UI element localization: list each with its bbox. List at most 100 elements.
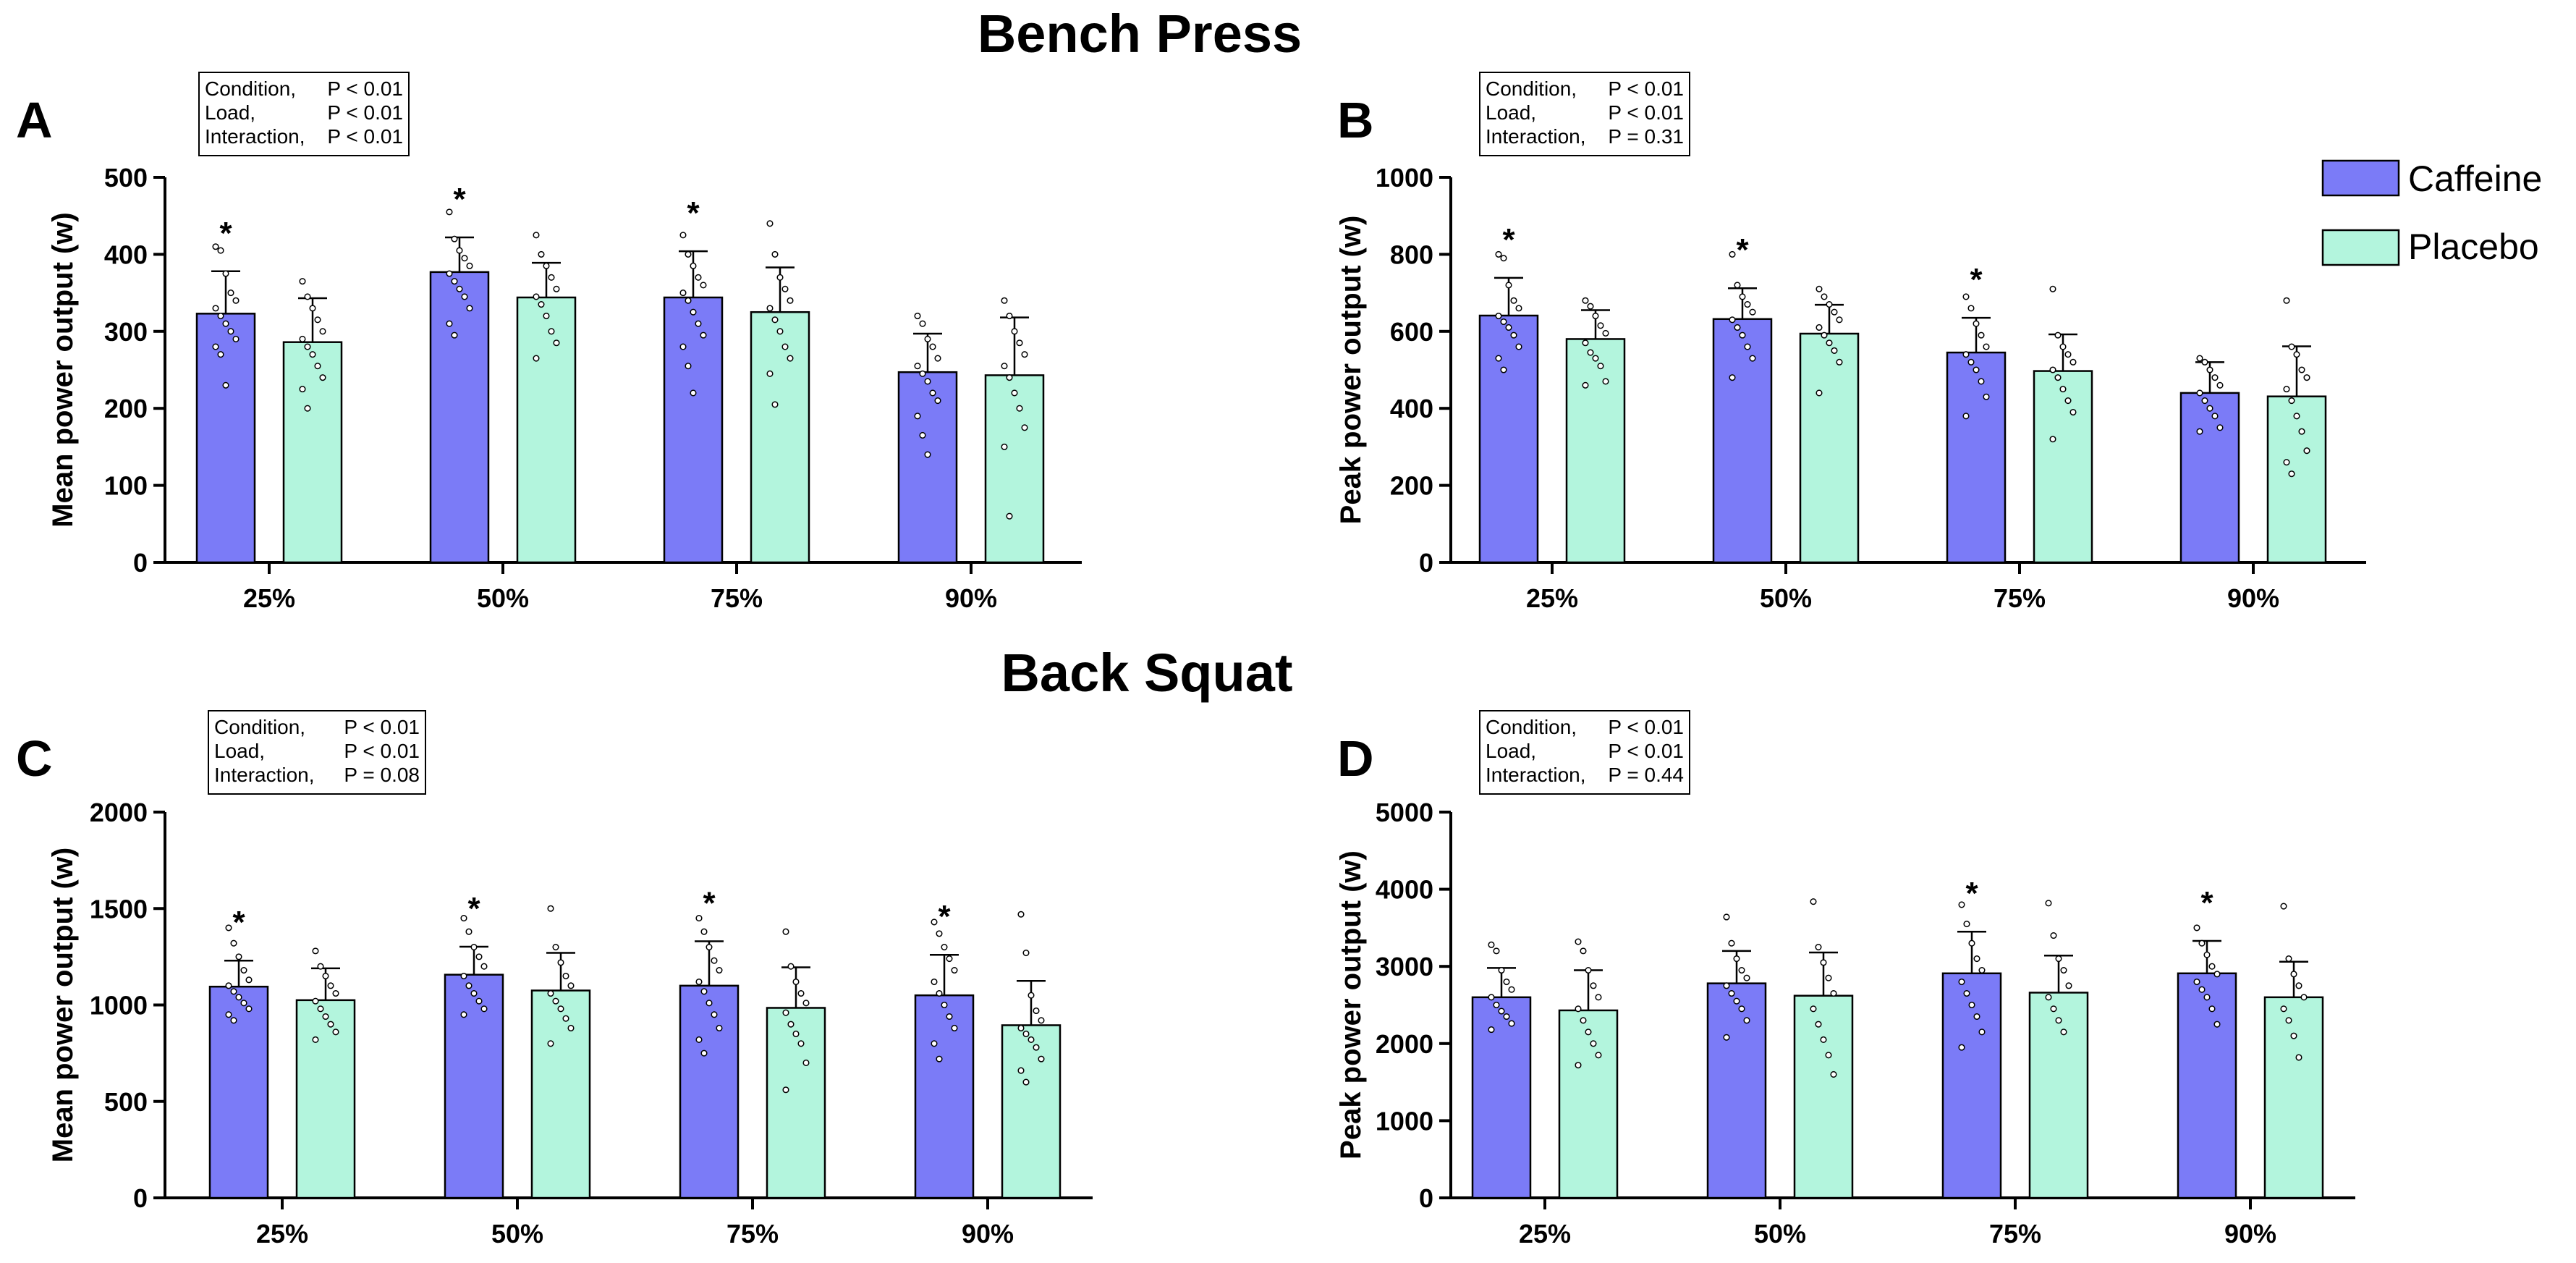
data-point — [1821, 293, 1828, 300]
data-point — [1488, 1026, 1495, 1034]
data-point — [562, 972, 569, 980]
stats-value: P = 0.31 — [1608, 125, 1684, 148]
y-tick-label: 800 — [1390, 240, 1433, 269]
data-point — [1515, 305, 1522, 312]
data-point — [1733, 955, 1740, 963]
data-point — [533, 293, 540, 300]
data-point — [466, 305, 473, 312]
data-point — [2050, 1005, 2057, 1013]
data-point — [1495, 312, 1502, 320]
data-point — [299, 386, 306, 393]
data-point — [1011, 389, 1018, 397]
data-point — [1728, 989, 1735, 997]
stats-box — [1479, 710, 1690, 795]
data-point — [695, 915, 703, 922]
bar-caffeine-90% — [914, 994, 975, 1199]
data-point — [1597, 363, 1604, 370]
data-point — [1978, 378, 1985, 385]
data-point — [304, 405, 311, 412]
data-point — [1978, 331, 1985, 339]
data-point — [1006, 512, 1013, 520]
data-point — [685, 250, 692, 258]
significance-star: * — [467, 891, 480, 926]
data-point — [327, 982, 334, 989]
data-point — [1983, 393, 1990, 400]
data-point — [2211, 413, 2219, 420]
stats-label: Load, — [214, 740, 265, 762]
data-point — [1820, 1036, 1827, 1044]
data-point — [2206, 405, 2213, 412]
data-point — [1022, 949, 1030, 957]
data-point — [2049, 285, 2056, 292]
data-point — [2050, 932, 2057, 939]
data-point — [914, 363, 921, 370]
data-point — [245, 976, 253, 984]
data-point — [1587, 349, 1594, 356]
data-point — [1958, 1044, 1965, 1051]
data-point — [1508, 1020, 1515, 1027]
data-point — [1749, 355, 1756, 362]
data-point — [1585, 1028, 1592, 1036]
data-point — [924, 378, 931, 385]
data-point — [802, 1000, 810, 1007]
data-point — [936, 930, 943, 937]
y-axis-label: Mean power output (w) — [47, 212, 79, 528]
data-point — [1962, 293, 1970, 300]
data-point — [1488, 994, 1495, 1001]
data-point — [1602, 378, 1609, 385]
significance-star: * — [2200, 885, 2213, 921]
stats-value: P < 0.01 — [344, 740, 420, 762]
data-point — [2211, 374, 2219, 381]
data-point — [319, 328, 326, 335]
data-point — [2198, 986, 2206, 993]
stats-value: P < 0.01 — [1608, 740, 1684, 762]
data-point — [2213, 1021, 2221, 1028]
data-point — [1749, 308, 1756, 316]
data-point — [2293, 351, 2300, 358]
data-point — [2216, 381, 2224, 389]
x-tick-label: 90% — [945, 583, 997, 613]
data-point — [685, 363, 692, 370]
data-point — [1017, 911, 1025, 918]
data-point — [1597, 322, 1604, 329]
data-point — [914, 312, 921, 320]
data-point — [456, 285, 463, 292]
data-point — [711, 1011, 718, 1018]
stats-value: P < 0.01 — [327, 101, 403, 124]
data-point — [1743, 974, 1750, 981]
data-point — [931, 1040, 938, 1047]
data-point — [2059, 386, 2067, 393]
data-point — [1810, 898, 1817, 905]
legend-label-placebo: Placebo — [2408, 227, 2539, 267]
data-point — [212, 305, 219, 312]
data-point — [475, 997, 483, 1005]
data-point — [776, 328, 784, 335]
panel-B: B Condition, P < 0.01 Load, P < 0.01 Interact… — [1335, 72, 2366, 613]
data-point — [766, 305, 774, 312]
data-point — [1973, 366, 1980, 373]
bar-caffeine-90% — [897, 371, 958, 564]
data-point — [2290, 1032, 2297, 1039]
data-point — [1816, 324, 1823, 331]
bar-caffeine-75% — [679, 984, 740, 1199]
data-point — [766, 220, 774, 227]
stats-label: Load, — [205, 101, 255, 124]
data-point — [470, 944, 478, 951]
data-point — [1723, 982, 1730, 989]
data-point — [1810, 1005, 1817, 1013]
data-point — [1967, 305, 1975, 312]
data-point — [936, 989, 943, 997]
bar-caffeine-50% — [1706, 982, 1767, 1199]
data-point — [929, 343, 936, 350]
bar-placebo-75% — [2033, 370, 2093, 564]
data-point — [317, 1005, 324, 1013]
data-point — [782, 1009, 789, 1016]
data-point — [2198, 939, 2206, 947]
data-point — [533, 355, 540, 362]
data-point — [312, 1036, 319, 1044]
data-point — [451, 331, 458, 339]
bar-placebo-50% — [530, 989, 591, 1199]
data-point — [1017, 1024, 1025, 1032]
bar-caffeine-90% — [2177, 972, 2237, 1199]
data-point — [461, 255, 468, 262]
